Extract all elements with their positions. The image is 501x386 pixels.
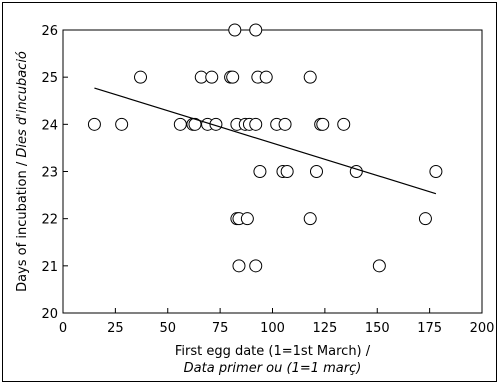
- data-point: [226, 70, 240, 84]
- trend-line: [94, 87, 437, 195]
- x-tick-label: 150: [365, 321, 390, 336]
- y-tick-label: 24: [41, 118, 58, 133]
- plot-area: [62, 29, 483, 314]
- y-tick-label: 26: [41, 24, 58, 39]
- data-point: [228, 23, 242, 37]
- data-point: [249, 117, 263, 131]
- x-tick-label: 75: [212, 321, 229, 336]
- x-axis-label-line2: Data primer ou (1=1 març): [184, 361, 362, 376]
- y-axis-label: Days of incubation / Dies d'incubació: [15, 51, 30, 292]
- data-point: [418, 212, 432, 226]
- data-points: [87, 23, 443, 273]
- data-point: [188, 117, 202, 131]
- y-tick-label: 20: [41, 307, 58, 322]
- x-tick-label: 100: [260, 321, 285, 336]
- chart-frame: [2, 2, 497, 382]
- x-tick-label: 125: [312, 321, 337, 336]
- data-point: [316, 117, 330, 131]
- data-point: [303, 212, 317, 226]
- x-tick-label: 25: [107, 321, 124, 336]
- y-tick-label: 23: [41, 166, 58, 181]
- data-point: [232, 259, 246, 273]
- y-tick-label: 21: [41, 260, 58, 275]
- data-point: [134, 70, 148, 84]
- data-point: [372, 259, 386, 273]
- x-tick-label: 200: [470, 321, 495, 336]
- data-point: [205, 70, 219, 84]
- x-tick-label: 175: [417, 321, 442, 336]
- data-point: [429, 165, 443, 178]
- data-point: [249, 23, 263, 37]
- y-axis-label-main: Days of incubation /: [15, 158, 30, 292]
- data-point: [259, 70, 273, 84]
- data-point: [240, 212, 254, 226]
- plot-border: [62, 29, 483, 314]
- data-point: [87, 117, 101, 131]
- y-tick-label: 22: [41, 213, 58, 228]
- data-point: [115, 117, 129, 131]
- x-tick-label: 0: [59, 321, 67, 336]
- x-axis-label-line1: First egg date (1=1st March) /: [175, 344, 371, 359]
- x-tick-label: 50: [159, 321, 176, 336]
- data-point: [249, 259, 263, 273]
- axis-ticks: 0 25 50 75 100 125 150 175 200 20 21 22 23 24 25 26: [41, 24, 494, 336]
- data-point: [278, 117, 292, 131]
- data-point: [280, 165, 294, 178]
- y-axis-label-italic: Dies d'incubació: [15, 51, 30, 158]
- data-point: [173, 117, 187, 131]
- data-point: [253, 165, 267, 178]
- y-tick-label: 25: [41, 71, 58, 86]
- data-point: [337, 117, 351, 131]
- data-point: [309, 165, 323, 178]
- data-point: [303, 70, 317, 84]
